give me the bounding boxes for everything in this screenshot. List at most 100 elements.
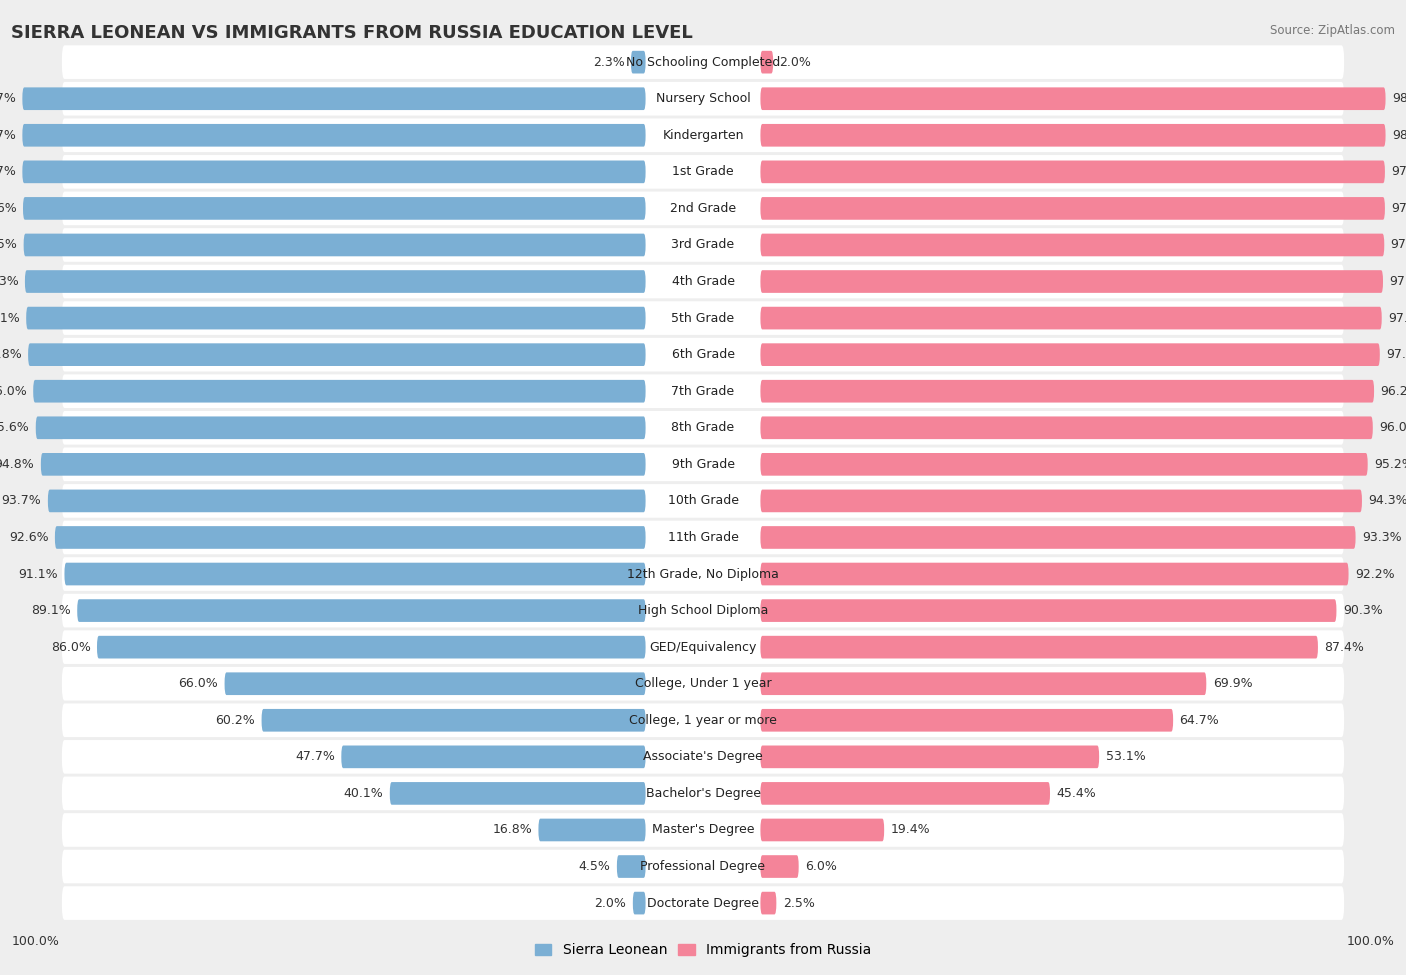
Text: 45.4%: 45.4% bbox=[1056, 787, 1097, 800]
Text: Professional Degree: Professional Degree bbox=[641, 860, 765, 873]
Text: 94.8%: 94.8% bbox=[0, 458, 35, 471]
FancyBboxPatch shape bbox=[633, 892, 645, 915]
Text: 97.3%: 97.3% bbox=[0, 275, 18, 288]
Text: Bachelor's Degree: Bachelor's Degree bbox=[645, 787, 761, 800]
Text: 7th Grade: 7th Grade bbox=[672, 385, 734, 398]
Text: 10th Grade: 10th Grade bbox=[668, 494, 738, 507]
Text: 97.7%: 97.7% bbox=[0, 166, 15, 178]
Text: 92.2%: 92.2% bbox=[1355, 567, 1395, 580]
FancyBboxPatch shape bbox=[25, 270, 645, 292]
FancyBboxPatch shape bbox=[761, 489, 1362, 512]
Text: College, Under 1 year: College, Under 1 year bbox=[634, 678, 772, 690]
FancyBboxPatch shape bbox=[65, 563, 645, 585]
FancyBboxPatch shape bbox=[761, 161, 1385, 183]
FancyBboxPatch shape bbox=[62, 264, 1344, 298]
Text: No Schooling Completed: No Schooling Completed bbox=[626, 56, 780, 68]
FancyBboxPatch shape bbox=[62, 448, 1344, 481]
FancyBboxPatch shape bbox=[62, 155, 1344, 189]
Text: 16.8%: 16.8% bbox=[492, 824, 531, 837]
FancyBboxPatch shape bbox=[761, 526, 1355, 549]
FancyBboxPatch shape bbox=[761, 746, 1099, 768]
Text: 2.0%: 2.0% bbox=[779, 56, 811, 68]
FancyBboxPatch shape bbox=[24, 234, 645, 256]
Text: 95.2%: 95.2% bbox=[1374, 458, 1406, 471]
Text: 93.7%: 93.7% bbox=[1, 494, 42, 507]
Text: 97.8%: 97.8% bbox=[1391, 239, 1406, 252]
Text: 100.0%: 100.0% bbox=[1347, 935, 1395, 948]
Text: 98.0%: 98.0% bbox=[1392, 129, 1406, 141]
Text: 2.3%: 2.3% bbox=[593, 56, 624, 68]
Text: 47.7%: 47.7% bbox=[295, 751, 335, 763]
FancyBboxPatch shape bbox=[62, 704, 1344, 737]
Text: 89.1%: 89.1% bbox=[31, 604, 70, 617]
FancyBboxPatch shape bbox=[761, 636, 1317, 658]
FancyBboxPatch shape bbox=[41, 453, 645, 476]
FancyBboxPatch shape bbox=[62, 740, 1344, 773]
FancyBboxPatch shape bbox=[62, 228, 1344, 262]
Text: 87.4%: 87.4% bbox=[1324, 641, 1364, 653]
Text: 97.6%: 97.6% bbox=[1389, 275, 1406, 288]
Text: SIERRA LEONEAN VS IMMIGRANTS FROM RUSSIA EDUCATION LEVEL: SIERRA LEONEAN VS IMMIGRANTS FROM RUSSIA… bbox=[11, 24, 693, 42]
FancyBboxPatch shape bbox=[22, 161, 645, 183]
FancyBboxPatch shape bbox=[761, 307, 1382, 330]
Text: 8th Grade: 8th Grade bbox=[672, 421, 734, 434]
FancyBboxPatch shape bbox=[28, 343, 645, 366]
Text: 19.4%: 19.4% bbox=[890, 824, 931, 837]
FancyBboxPatch shape bbox=[761, 563, 1348, 585]
FancyBboxPatch shape bbox=[761, 673, 1206, 695]
Text: 53.1%: 53.1% bbox=[1105, 751, 1146, 763]
Text: 93.3%: 93.3% bbox=[1362, 531, 1402, 544]
FancyBboxPatch shape bbox=[761, 855, 799, 878]
FancyBboxPatch shape bbox=[62, 45, 1344, 79]
FancyBboxPatch shape bbox=[62, 411, 1344, 445]
FancyBboxPatch shape bbox=[62, 338, 1344, 371]
FancyBboxPatch shape bbox=[761, 234, 1385, 256]
Text: Nursery School: Nursery School bbox=[655, 93, 751, 105]
Text: 5th Grade: 5th Grade bbox=[672, 312, 734, 325]
FancyBboxPatch shape bbox=[22, 88, 645, 110]
Text: Master's Degree: Master's Degree bbox=[652, 824, 754, 837]
Text: 64.7%: 64.7% bbox=[1180, 714, 1219, 726]
Text: 97.5%: 97.5% bbox=[0, 239, 17, 252]
Text: 96.0%: 96.0% bbox=[0, 385, 27, 398]
Text: 3rd Grade: 3rd Grade bbox=[672, 239, 734, 252]
FancyBboxPatch shape bbox=[761, 600, 1337, 622]
Text: College, 1 year or more: College, 1 year or more bbox=[628, 714, 778, 726]
FancyBboxPatch shape bbox=[62, 521, 1344, 554]
FancyBboxPatch shape bbox=[77, 600, 645, 622]
FancyBboxPatch shape bbox=[62, 82, 1344, 116]
Text: 94.3%: 94.3% bbox=[1368, 494, 1406, 507]
Text: 96.8%: 96.8% bbox=[0, 348, 21, 361]
FancyBboxPatch shape bbox=[761, 709, 1173, 731]
Text: 97.6%: 97.6% bbox=[0, 202, 17, 214]
FancyBboxPatch shape bbox=[62, 849, 1344, 883]
FancyBboxPatch shape bbox=[342, 746, 645, 768]
FancyBboxPatch shape bbox=[761, 819, 884, 841]
Text: 97.9%: 97.9% bbox=[1392, 166, 1406, 178]
FancyBboxPatch shape bbox=[761, 416, 1372, 439]
Text: High School Diploma: High School Diploma bbox=[638, 604, 768, 617]
FancyBboxPatch shape bbox=[62, 374, 1344, 408]
Text: 90.3%: 90.3% bbox=[1343, 604, 1382, 617]
FancyBboxPatch shape bbox=[62, 886, 1344, 920]
Text: 97.4%: 97.4% bbox=[1388, 312, 1406, 325]
Text: 96.0%: 96.0% bbox=[1379, 421, 1406, 434]
FancyBboxPatch shape bbox=[62, 630, 1344, 664]
Text: Associate's Degree: Associate's Degree bbox=[643, 751, 763, 763]
Text: 91.1%: 91.1% bbox=[18, 567, 58, 580]
Text: 98.0%: 98.0% bbox=[1392, 93, 1406, 105]
FancyBboxPatch shape bbox=[34, 380, 645, 403]
Text: 4th Grade: 4th Grade bbox=[672, 275, 734, 288]
FancyBboxPatch shape bbox=[761, 88, 1385, 110]
FancyBboxPatch shape bbox=[22, 124, 645, 146]
Text: 69.9%: 69.9% bbox=[1213, 678, 1253, 690]
Text: 97.9%: 97.9% bbox=[1392, 202, 1406, 214]
FancyBboxPatch shape bbox=[62, 118, 1344, 152]
FancyBboxPatch shape bbox=[761, 124, 1385, 146]
FancyBboxPatch shape bbox=[538, 819, 645, 841]
FancyBboxPatch shape bbox=[761, 270, 1384, 292]
Text: GED/Equivalency: GED/Equivalency bbox=[650, 641, 756, 653]
Text: 2.5%: 2.5% bbox=[783, 897, 814, 910]
FancyBboxPatch shape bbox=[35, 416, 645, 439]
FancyBboxPatch shape bbox=[62, 191, 1344, 225]
